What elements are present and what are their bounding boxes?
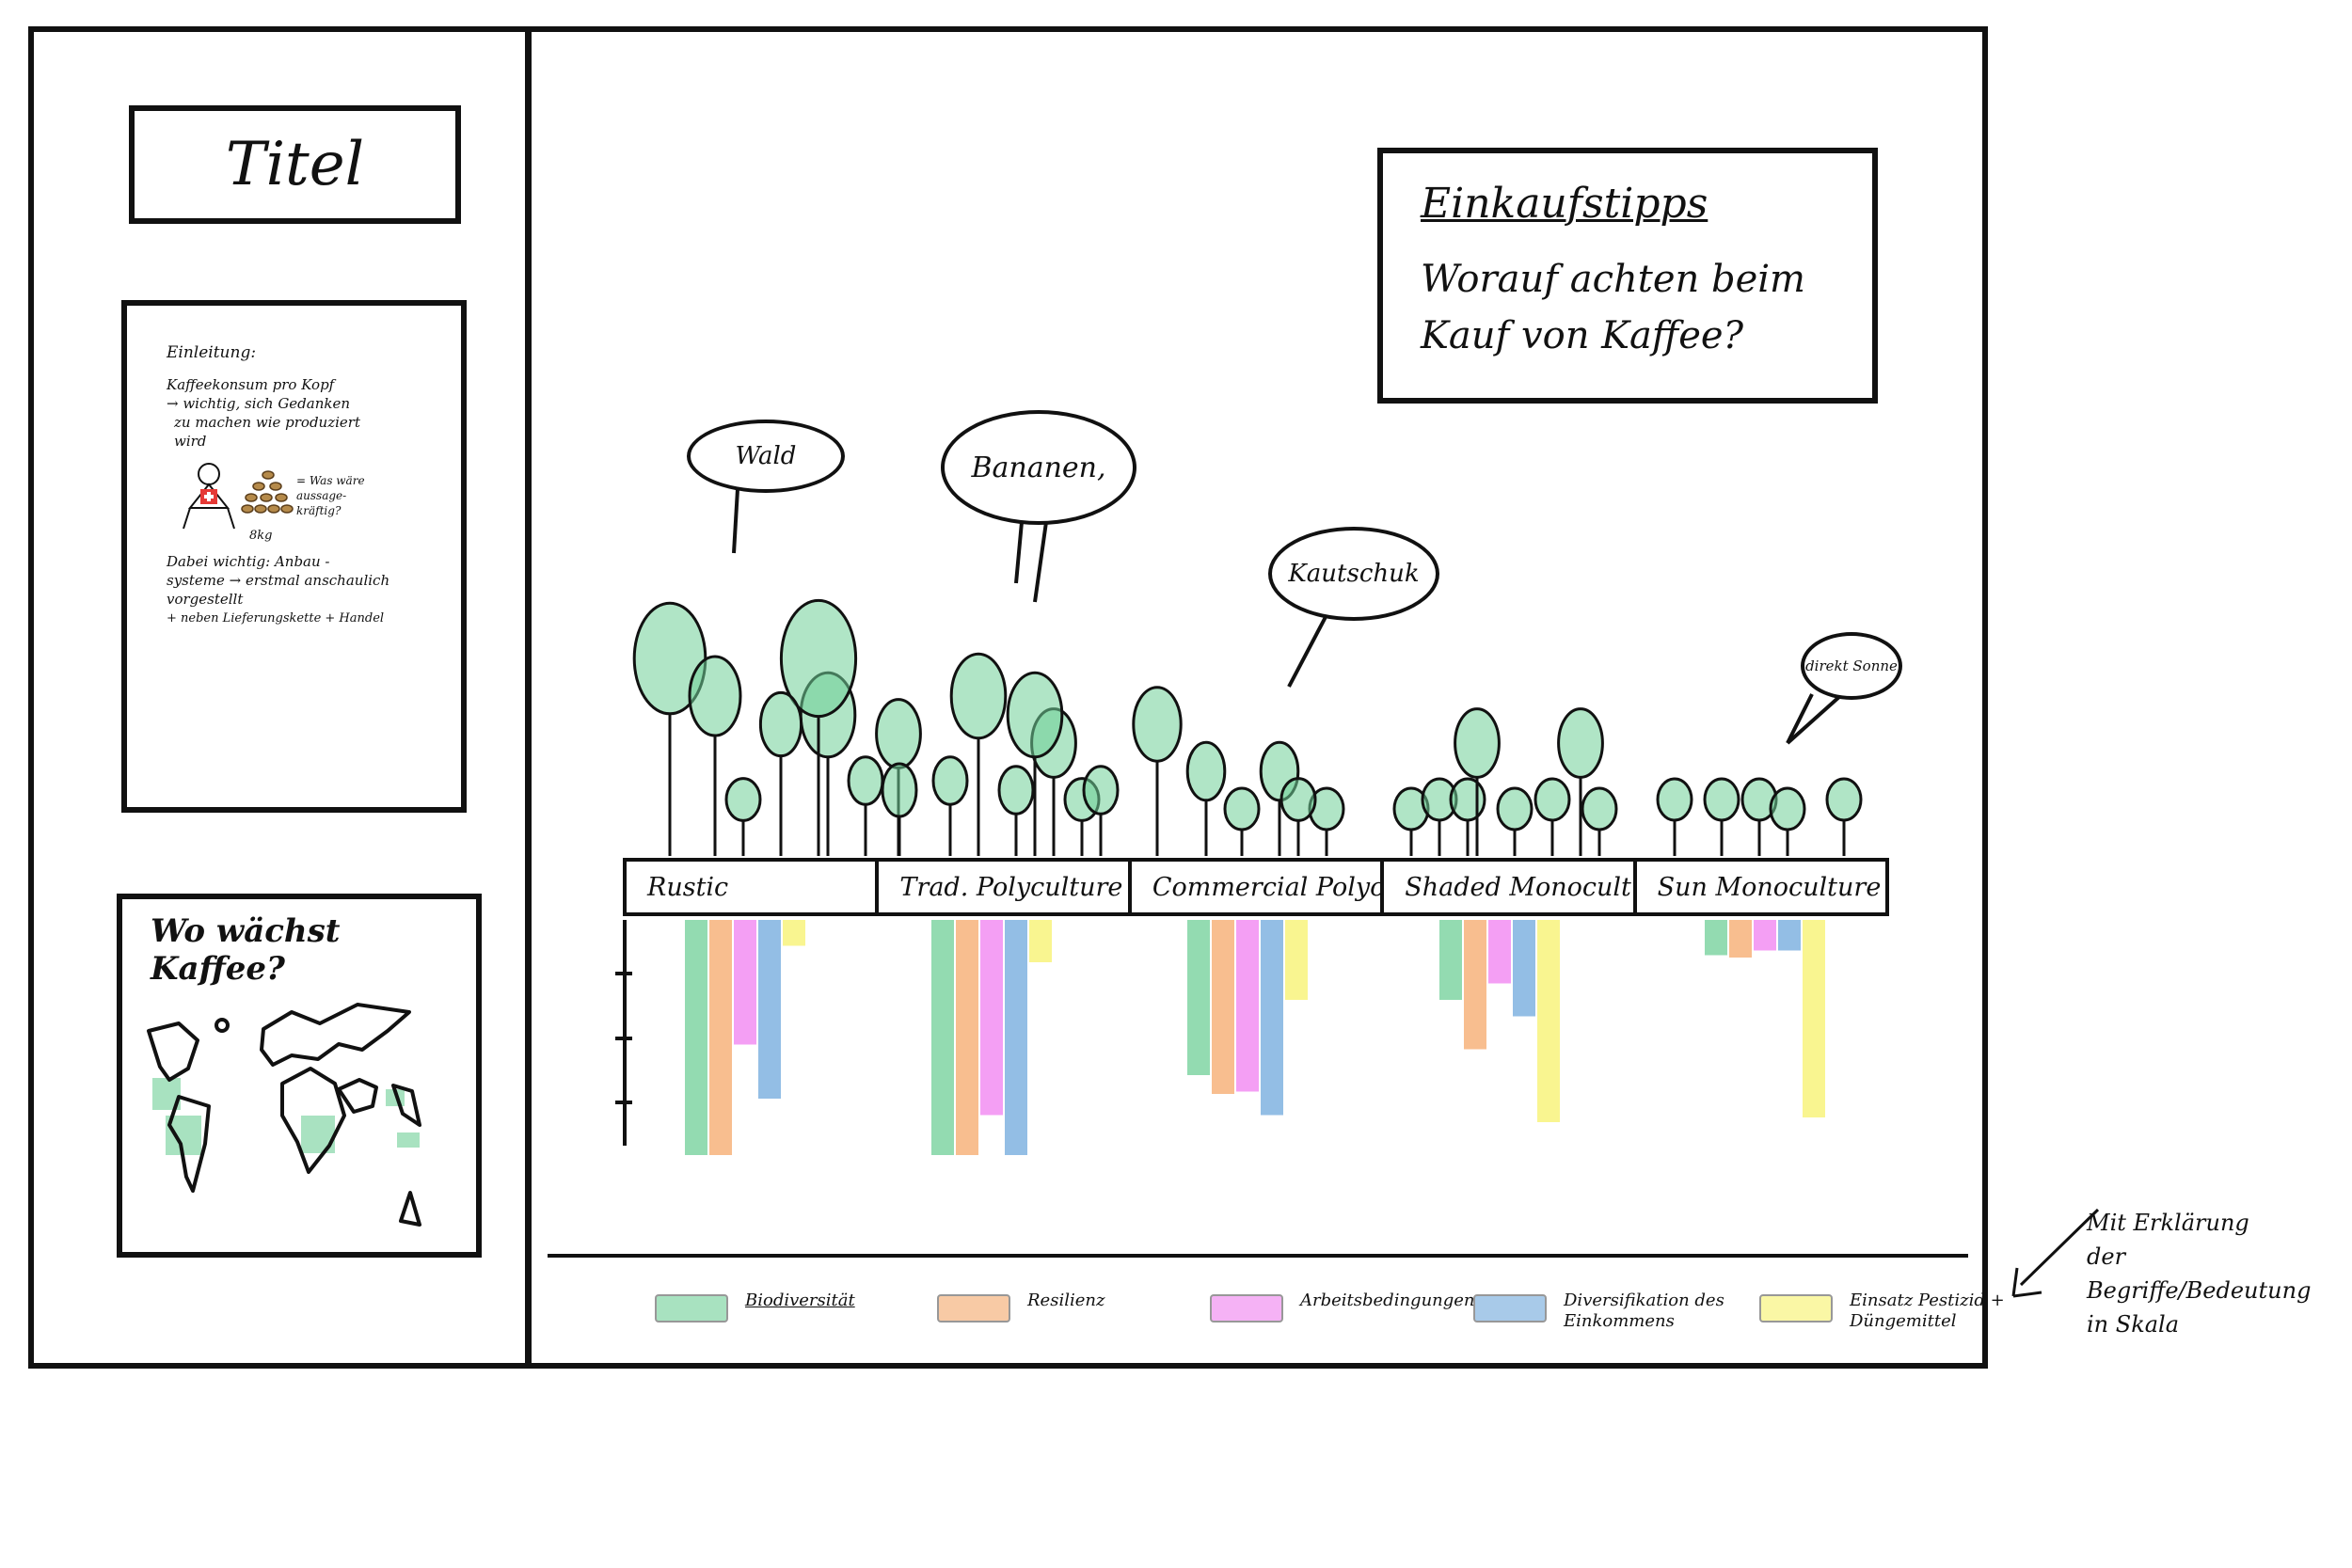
legend-label-resilienz: Resilienz: [1027, 1291, 1105, 1310]
bar-1-0: [931, 920, 954, 1155]
sidebar-divider: [525, 26, 532, 1369]
legend-item-arbeitsbedingungen: Arbeitsbedingungen: [1210, 1291, 1475, 1323]
bubble-wald-text: Wald: [735, 442, 797, 470]
legend-swatch-orange: [937, 1294, 1010, 1323]
bar-1-1: [956, 920, 978, 1155]
bubble-kautschuk-text: Kautschuk: [1288, 560, 1420, 588]
tips-box: Einkaufstipps Worauf achten beim Kauf vo…: [1377, 148, 1878, 404]
title-box: Titel: [129, 105, 461, 224]
bubble-bananen: Bananen,: [941, 410, 1136, 525]
legend-label-pestizide: Einsatz Pestizid + Düngemittel: [1850, 1291, 2005, 1331]
tips-subtitle-2: Kauf von Kaffee?: [1421, 314, 1744, 357]
intro-line-3: zu machen wie produziert: [174, 414, 360, 431]
bar-3-4: [1537, 920, 1560, 1122]
intro-line-7: vorgestellt: [167, 591, 244, 608]
category-sun-monoculture: Sun Monoculture: [1657, 872, 1882, 902]
legend-item-biodiversitaet: Biodiversität: [655, 1291, 855, 1323]
tree-crown-21: [1279, 777, 1317, 822]
legend-label-biodiversitaet: Biodiversität: [745, 1291, 855, 1310]
legend-rule: [548, 1254, 1968, 1258]
bar-3-0: [1439, 920, 1462, 1000]
map-title: Wo wächst Kaffee?: [151, 912, 341, 988]
bar-0-3: [758, 920, 781, 1099]
tree-crown-28: [1557, 707, 1604, 779]
tree-crown-25: [1454, 707, 1501, 779]
bubble-bananen-text: Bananen,: [971, 451, 1106, 484]
scale-explanation-note: Mit Erklärung der Begriffe/Bedeutung in …: [2087, 1210, 2312, 1338]
world-map-icon: [147, 1003, 421, 1227]
legend-label-diversifikation: Diversifikation des Einkommens: [1564, 1291, 1724, 1331]
bar-4-2: [1754, 920, 1776, 951]
coffee-beans-icon: [241, 470, 294, 514]
legend-swatch-yellow: [1759, 1294, 1833, 1323]
bar-0-2: [734, 920, 756, 1045]
category-shaded-monoculture: Shaded Monoculture: [1384, 862, 1637, 912]
intro-line-6: systeme → erstmal anschaulich: [167, 572, 390, 589]
category-commercial-polyculture: Commercial Polyculture: [1132, 862, 1385, 912]
poster-frame: [28, 26, 1988, 1369]
legend-item-diversifikation: Diversifikation des Einkommens: [1473, 1291, 1724, 1332]
bar-2-0: [1187, 920, 1210, 1075]
bubble-kautschuk: Kautschuk: [1268, 527, 1439, 621]
bar-2-4: [1285, 920, 1308, 1000]
map-box: Wo wächst Kaffee?: [117, 894, 482, 1258]
legend-swatch-pink: [1210, 1294, 1283, 1323]
tree-crown-2: [724, 777, 762, 822]
bar-0-4: [783, 920, 805, 946]
intro-line-5: Dabei wichtig: Anbau -: [167, 553, 330, 570]
legend-swatch-green: [655, 1294, 728, 1323]
bar-1-2: [980, 920, 1003, 1116]
tips-subtitle-1: Worauf achten beim: [1421, 258, 1805, 301]
intro-line-8: + neben Lieferungskette + Handel: [167, 611, 385, 626]
intro-heading: Einleitung:: [167, 343, 257, 362]
bar-3-3: [1513, 920, 1535, 1017]
legend-swatch-blue: [1473, 1294, 1547, 1323]
legend-item-resilienz: Resilienz: [937, 1291, 1104, 1323]
bar-2-2: [1236, 920, 1259, 1092]
arrow-icon: [2011, 1208, 2100, 1298]
bar-4-4: [1803, 920, 1825, 1117]
person-with-flag-icon: [183, 463, 235, 530]
bar-3-1: [1464, 920, 1486, 1050]
bar-0-0: [685, 920, 707, 1155]
bar-0-1: [709, 920, 732, 1155]
category-rustic: Rustic: [627, 862, 880, 912]
bean-weight-label: 8kg: [249, 529, 273, 543]
bar-1-3: [1005, 920, 1027, 1155]
bar-2-1: [1212, 920, 1234, 1094]
intro-line-1: Kaffeekonsum pro Kopf: [167, 376, 335, 393]
bar-1-4: [1029, 920, 1052, 962]
legend-item-pestizide: Einsatz Pestizid + Düngemittel: [1759, 1291, 2005, 1332]
page-title: Titel: [225, 130, 365, 199]
intro-line-4: wird: [174, 433, 207, 450]
bar-4-1: [1729, 920, 1752, 958]
bubble-sonne: direkt Sonne: [1801, 632, 1902, 700]
legend-label-arbeitsbedingungen: Arbeitsbedingungen: [1300, 1291, 1475, 1310]
bar-4-3: [1778, 920, 1801, 951]
category-row: Rustic Trad. Polyculture Commercial Poly…: [623, 858, 1889, 916]
bubble-wald: Wald: [687, 420, 845, 493]
bubble-sonne-text: direkt Sonne: [1805, 657, 1898, 674]
category-trad-polyculture: Trad. Polyculture: [879, 862, 1132, 912]
intro-box: Einleitung: Kaffeekonsum pro Kopf → wich…: [121, 300, 467, 813]
bar-3-2: [1488, 920, 1511, 984]
intro-line-2: → wichtig, sich Gedanken: [167, 395, 351, 412]
bar-2-3: [1261, 920, 1283, 1116]
tips-heading: Einkaufstipps: [1421, 180, 1708, 228]
intro-question: = Was wäre aussage-kräftig?: [296, 474, 365, 517]
bar-4-0: [1705, 920, 1727, 956]
